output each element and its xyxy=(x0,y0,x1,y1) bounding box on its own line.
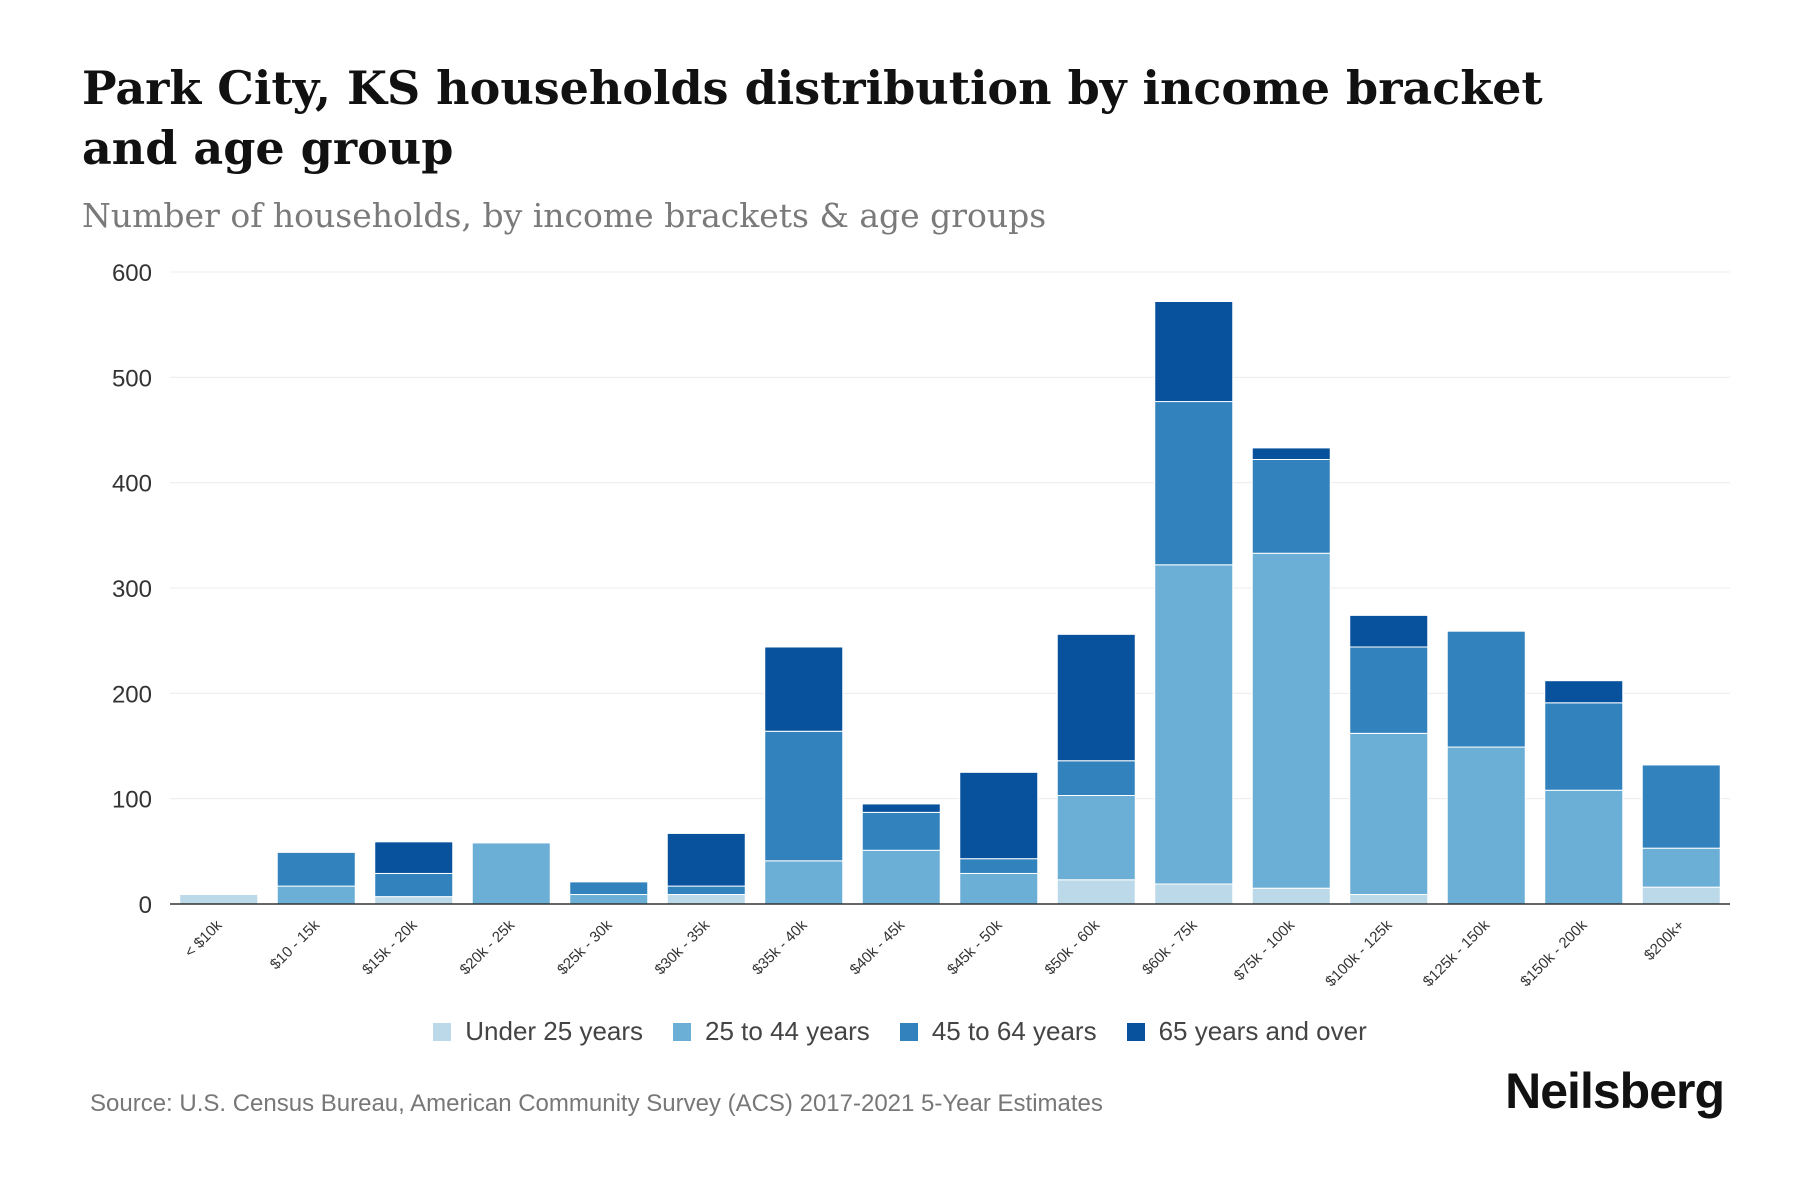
bar-segment xyxy=(1544,789,1624,905)
x-tick-label: $30k - 35k xyxy=(652,916,714,978)
x-tick-label: $200k+ xyxy=(1641,917,1688,964)
x-tick-label: $75k - 100k xyxy=(1231,916,1299,984)
y-tick-label: 0 xyxy=(139,892,152,919)
bar-segment xyxy=(959,771,1039,860)
legend-item: 65 years and over xyxy=(1126,1016,1367,1047)
bar-segment xyxy=(1056,633,1136,762)
bar-segment xyxy=(1154,564,1234,885)
source-note: Source: U.S. Census Bureau, American Com… xyxy=(90,1090,1103,1117)
y-tick-label: 600 xyxy=(112,260,152,287)
bar-segment xyxy=(861,803,941,813)
bar-segment xyxy=(569,881,649,896)
x-tick-label: $40k - 45k xyxy=(847,916,909,978)
bar-segment xyxy=(1641,764,1721,849)
legend-label: 65 years and over xyxy=(1158,1016,1367,1046)
bar-segment xyxy=(1544,680,1624,704)
bar-segment xyxy=(861,849,941,905)
bars xyxy=(179,300,1721,905)
bar-segment xyxy=(276,885,356,905)
x-tick-label: $125k - 150k xyxy=(1420,916,1494,990)
x-tick-label: $50k - 60k xyxy=(1042,916,1104,978)
x-tick-label: $100k - 125k xyxy=(1322,916,1396,990)
bar-segment xyxy=(1056,760,1136,797)
bar-segment xyxy=(1056,879,1136,905)
bar-segment xyxy=(569,894,649,905)
bar-segment xyxy=(1544,702,1624,791)
y-tick-label: 400 xyxy=(112,471,152,498)
bar-segment xyxy=(1349,646,1429,734)
legend-item: Under 25 years xyxy=(433,1016,643,1047)
y-tick-label: 100 xyxy=(112,787,152,814)
legend-item: 25 to 44 years xyxy=(673,1016,870,1047)
legend-label: 45 to 64 years xyxy=(931,1016,1097,1046)
bar-segment xyxy=(959,858,1039,874)
bar-segment xyxy=(1349,732,1429,896)
bar-segment xyxy=(1251,552,1331,889)
legend-label: 25 to 44 years xyxy=(705,1016,870,1046)
bar-segment xyxy=(764,860,844,905)
bar-segment xyxy=(959,872,1039,905)
bar-segment xyxy=(374,841,454,874)
bar-segment xyxy=(1251,887,1331,905)
bar-segment xyxy=(1641,886,1721,905)
x-tick-label: $45k - 50k xyxy=(944,916,1006,978)
x-tick-label: $10 - 15k xyxy=(267,916,324,973)
legend-label: Under 25 years xyxy=(465,1016,644,1046)
bar-segment xyxy=(764,730,844,862)
bar-segment xyxy=(471,842,551,905)
x-tick-label: $15k - 20k xyxy=(359,916,421,978)
x-tick-label: < $10k xyxy=(181,916,226,961)
legend-swatch xyxy=(673,1022,692,1041)
bar-segment xyxy=(374,896,454,905)
bar-segment xyxy=(666,832,746,887)
legend-swatch xyxy=(1126,1022,1145,1041)
bar-segment xyxy=(764,646,844,732)
chart-title: Park City, KS households distribution by… xyxy=(82,61,1543,175)
y-tick-label: 200 xyxy=(112,681,152,708)
bar-segment xyxy=(1446,746,1526,905)
bar-segment xyxy=(1349,614,1429,648)
bar-segment xyxy=(1056,795,1136,881)
bar-segment xyxy=(1154,300,1234,403)
x-tick-label: $60k - 75k xyxy=(1139,916,1201,978)
x-tick-label: $20k - 25k xyxy=(457,916,519,978)
x-tick-label: $35k - 40k xyxy=(749,916,811,978)
x-tick-label: $25k - 30k xyxy=(554,916,616,978)
stacked-bar-chart: 0 100 200 300 400 500 600 < $10k $10 - 15k $15k -… xyxy=(112,260,1730,990)
bar-segment xyxy=(1251,447,1331,460)
bar-segment xyxy=(1154,401,1234,566)
bar-segment xyxy=(1251,458,1331,554)
legend-swatch xyxy=(899,1022,918,1041)
chart-subtitle: Number of households, by income brackets… xyxy=(82,196,1047,235)
y-tick-label: 300 xyxy=(112,576,152,603)
bar-segment xyxy=(666,885,746,896)
bar-segment xyxy=(1154,883,1234,905)
bar-segment xyxy=(276,851,356,887)
legend-item: 45 to 64 years xyxy=(899,1016,1097,1047)
x-tick-label: $150k - 200k xyxy=(1517,916,1591,990)
y-tick-label: 500 xyxy=(112,365,152,392)
bar-segment xyxy=(179,894,259,905)
bar-segment xyxy=(374,872,454,898)
bar-segment xyxy=(1641,847,1721,888)
bar-segment xyxy=(666,894,746,905)
brand-logo: Neilsberg xyxy=(1505,1063,1725,1119)
bar-segment xyxy=(1446,630,1526,748)
bar-segment xyxy=(861,811,941,851)
bar-segment xyxy=(1349,894,1429,905)
legend-swatch xyxy=(433,1022,452,1041)
legend: Under 25 years 25 to 44 years 45 to 64 yea… xyxy=(0,1016,1800,1047)
